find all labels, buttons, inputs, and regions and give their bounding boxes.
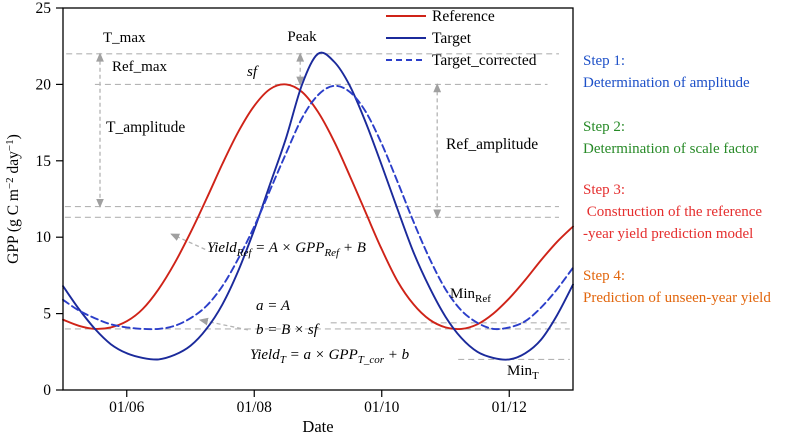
y-tick-label: 5 — [43, 306, 51, 323]
formula-t-p3: + b — [384, 347, 410, 363]
label-ref-max: Ref_max — [112, 59, 167, 75]
min-t-base: Min — [507, 363, 533, 379]
formula-b: b = B × sf — [256, 322, 320, 338]
x-tick-label: 01/10 — [364, 399, 400, 416]
x-axis-title: Date — [302, 417, 333, 436]
formula-yield-t: YieldT = a × GPPT_cor + b — [250, 347, 410, 366]
y-tick-label: 10 — [36, 229, 52, 246]
y-tick-label: 0 — [43, 382, 51, 399]
step-block-2: Step 2: Determination of scale factor — [583, 116, 758, 160]
formula-t-p1: Yield — [250, 347, 280, 363]
annotation-arrow — [170, 233, 206, 250]
label-ref-amplitude: Ref_amplitude — [446, 136, 538, 153]
y-axis-title: GPP (g C m−2 day−1) — [4, 134, 22, 264]
y-tick-label: 20 — [36, 76, 52, 93]
min-ref-sub: Ref — [475, 293, 491, 305]
formula-ref-sub2: Ref — [323, 247, 341, 259]
legend-label-target-corrected: Target_corrected — [432, 52, 537, 69]
x-tick-label: 01/12 — [492, 399, 527, 416]
formula-ref-p2: = A × GPP — [251, 240, 324, 256]
formula-t-p2: = a × GPP — [286, 347, 358, 363]
step3-desc-line2: -year yield prediction model — [583, 226, 754, 242]
step1-title: Step 1: — [583, 53, 626, 69]
formula-a: a = A — [256, 298, 291, 314]
legend-label-reference: Reference — [432, 8, 495, 25]
step1-desc: Determination of amplitude — [583, 75, 750, 91]
legend: Reference Target Target_corrected — [386, 8, 537, 69]
step-block-1: Step 1: Determination of amplitude — [583, 50, 750, 94]
y-axis-title-mid: day — [5, 151, 22, 178]
formula-ref-p1: Yield — [207, 240, 237, 256]
annotation-arrows — [96, 52, 442, 331]
step3-desc-line1: Construction of the reference — [583, 204, 763, 220]
step4-title: Step 4: — [583, 268, 626, 284]
plot-frame — [62, 7, 574, 391]
steps-panel: Step 1: Determination of amplitude Step … — [580, 0, 801, 439]
y-axis-title-main: GPP (g C m — [5, 189, 22, 264]
step-block-3: Step 3: Construction of the reference -y… — [583, 179, 762, 245]
formula-ref-sub1: Ref — [236, 247, 254, 259]
formula-yield-ref: YieldRef = A × GPPRef + B — [207, 240, 366, 259]
step-block-4: Step 4: Prediction of unseen-year yield — [583, 265, 771, 309]
formula-t-sub2: T_cor — [358, 354, 385, 366]
series-reference — [62, 83, 574, 331]
min-ref-base: Min — [450, 286, 476, 302]
label-t-amplitude: T_amplitude — [106, 119, 185, 136]
formula-t-sub1: T — [280, 354, 287, 366]
x-tick-label: 01/06 — [109, 399, 145, 416]
y-axis-title-sup1: −2 — [4, 177, 16, 189]
label-t-max: T_max — [103, 30, 146, 46]
series-target_corrected — [62, 84, 574, 331]
x-axis-ticks: 01/06 01/08 01/10 01/12 — [109, 390, 527, 416]
label-sf: sf — [247, 64, 259, 80]
y-axis-title-end: ) — [5, 134, 22, 139]
formula-ref-p3: + B — [339, 240, 366, 256]
step2-title: Step 2: — [583, 119, 626, 135]
y-tick-label: 15 — [36, 153, 52, 170]
series-lines — [62, 51, 574, 361]
x-tick-label: 01/08 — [237, 399, 273, 416]
step2-desc: Determination of scale factor — [583, 141, 759, 157]
y-tick-label: 25 — [36, 0, 52, 17]
label-peak: Peak — [287, 29, 317, 45]
annotation-arrow — [198, 317, 249, 331]
min-t-sub: T — [532, 370, 539, 382]
label-min-t: MinT — [507, 363, 539, 382]
legend-label-target: Target — [432, 30, 472, 47]
label-min-ref: MinRef — [450, 286, 491, 305]
step3-title: Step 3: — [583, 182, 626, 198]
series-target — [62, 51, 574, 361]
y-axis-title-sup2: −1 — [4, 139, 16, 151]
step4-desc: Prediction of unseen-year yield — [583, 290, 771, 306]
y-axis-ticks: 0 5 10 15 20 25 — [36, 0, 63, 399]
